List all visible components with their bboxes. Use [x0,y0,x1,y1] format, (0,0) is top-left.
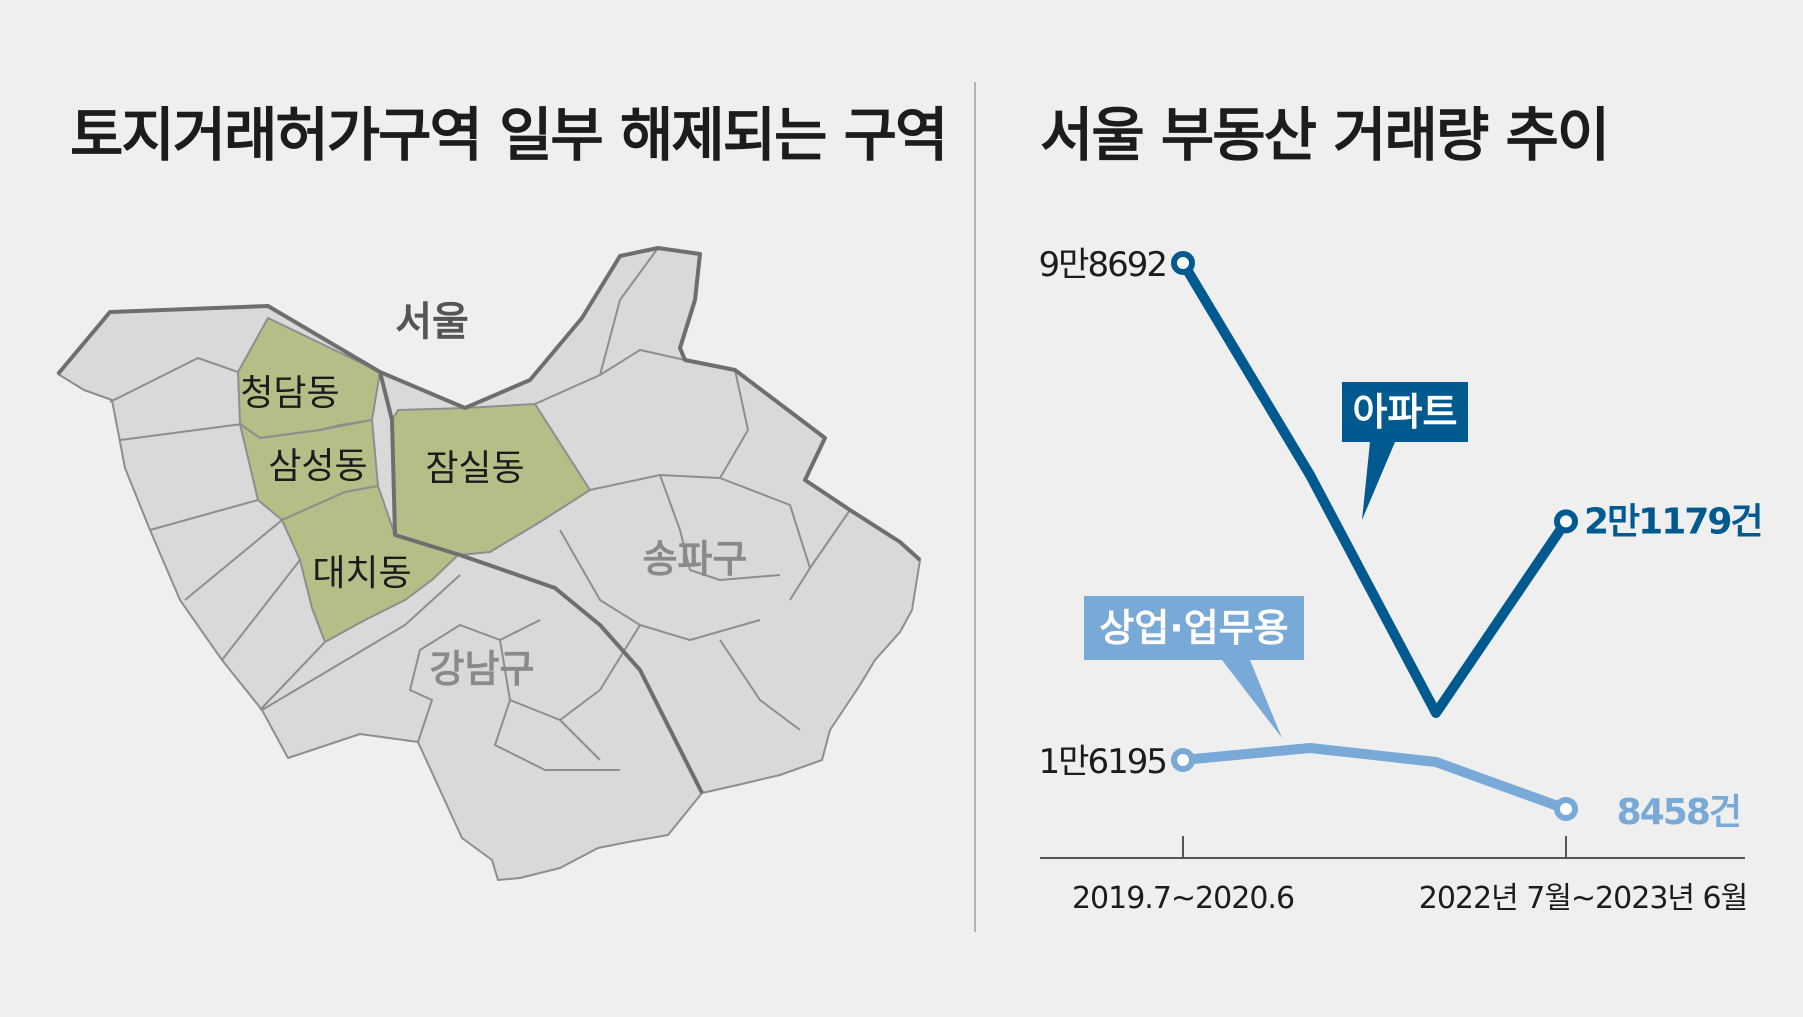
map-inner-boundaries [109,247,851,771]
songpa-gu-label: 송파구 [643,537,748,581]
chart-title: 서울 부동산 거래량 추이 [1040,101,1610,169]
district-map: 서울 청담동 삼성동 대치동 잠실동 강남구 송파구 [56,246,922,881]
apartment-start-point [1171,251,1195,275]
panel-divider [974,82,976,932]
apartment-end-point [1554,509,1578,534]
apartment-series-line [1178,260,1571,718]
x-tick-label: 2022년 7월~2023년 6월 [1419,881,1747,916]
map-title: 토지거래허가구역 일부 해제되는 구역 [70,101,948,169]
apartment-callout-label: 아파트 [1353,390,1458,434]
apartment-end-label: 2만1179건 [1584,501,1761,542]
commercial-series-line [1182,743,1568,814]
daechi-dong-shape [281,485,459,643]
gangnam-songpa-border [378,371,704,794]
commercial-start-point [1171,748,1195,772]
cheongdam-dong-label: 청담동 [240,373,339,414]
samseong-dong-label: 삼성동 [268,446,367,487]
commercial-callout [1084,596,1304,738]
daechi-dong-label: 대치동 [312,553,411,594]
apartment-start-label: 9만8692 [1039,245,1166,285]
seoul-label: 서울 [395,299,469,345]
commercial-start-label: 1만6195 [1039,742,1166,782]
jamsil-dong-label: 잠실동 [425,448,524,489]
commercial-end-point [1554,797,1578,821]
apartment-callout [1342,382,1468,520]
commercial-callout-label: 상업·업무용 [1099,606,1288,650]
gangnam-gu-label: 강남구 [430,647,535,691]
x-tick-label: 2019.7~2020.6 [1072,881,1294,916]
commercial-end-label: 8458건 [1617,792,1740,833]
